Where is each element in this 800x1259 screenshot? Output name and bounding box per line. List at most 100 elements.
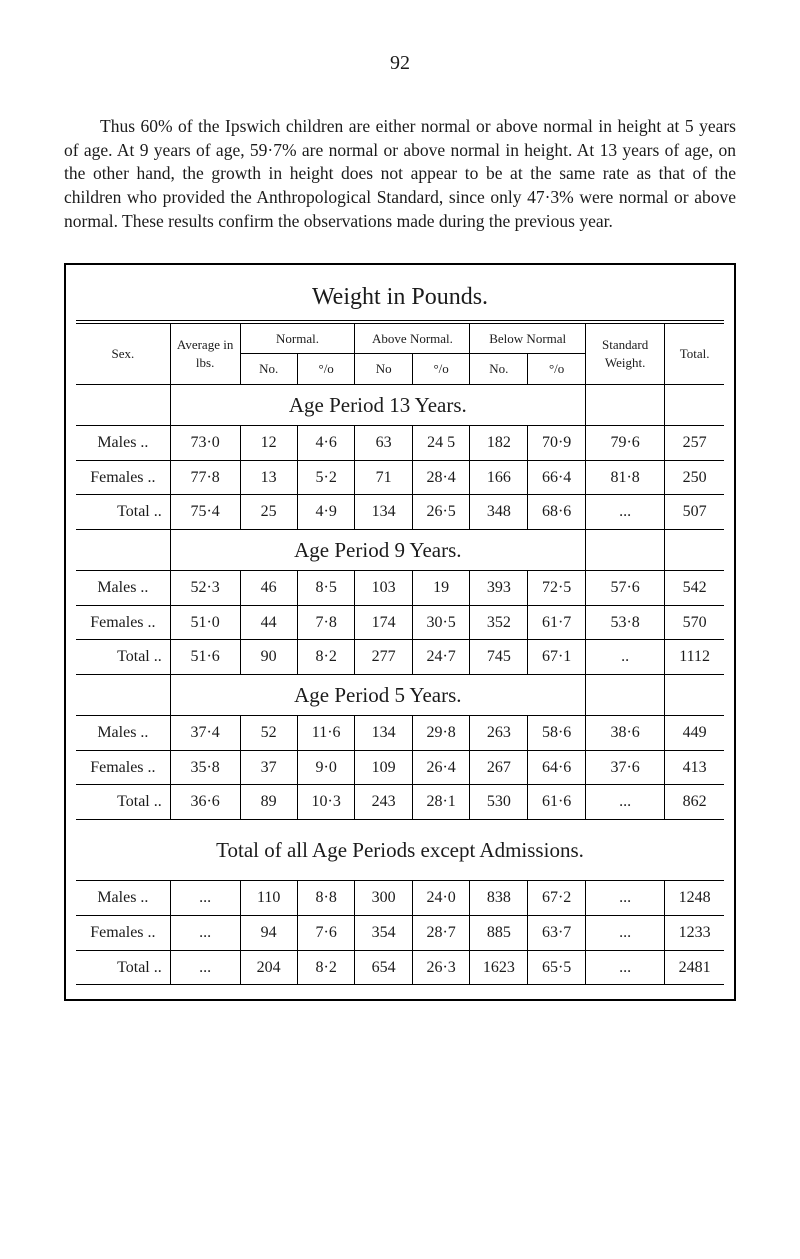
cell-sex: Total .. — [76, 785, 170, 820]
cell: 110 — [240, 881, 297, 916]
cell-tot: 542 — [665, 571, 724, 606]
cell: 182 — [470, 425, 528, 460]
cell: 28·4 — [412, 460, 470, 495]
cell: 10·3 — [297, 785, 355, 820]
cell-sex: Males .. — [76, 571, 170, 606]
cell: 24·7 — [412, 640, 470, 675]
cell: 67·1 — [528, 640, 586, 675]
cell-sex: Females .. — [76, 915, 170, 950]
cell: 25 — [240, 495, 297, 530]
cell: 838 — [470, 881, 528, 916]
cell-avg: 52·3 — [170, 571, 240, 606]
cell: 94 — [240, 915, 297, 950]
cell-std: 81·8 — [585, 460, 664, 495]
cell-avg: ... — [170, 915, 240, 950]
cell-sex: Females .. — [76, 750, 170, 785]
table-title: Weight in Pounds. — [76, 275, 724, 320]
cell: 134 — [355, 716, 412, 751]
cell: 28·7 — [412, 915, 470, 950]
cell: 37 — [240, 750, 297, 785]
cell-std: ... — [585, 785, 664, 820]
section-spacer — [585, 529, 664, 570]
cell: 8·2 — [297, 950, 355, 985]
cell: 277 — [355, 640, 412, 675]
section-spacer — [585, 674, 664, 715]
cell: 204 — [240, 950, 297, 985]
table-row: Total .. ... 204 8·2 654 26·3 1623 65·5 … — [76, 950, 724, 985]
cell: 65·5 — [528, 950, 586, 985]
section-title: Age Period 5 Years. — [170, 674, 585, 715]
cell-avg: 75·4 — [170, 495, 240, 530]
section-spacer — [665, 529, 724, 570]
cell: 354 — [355, 915, 412, 950]
section-spacer — [665, 674, 724, 715]
cell-std: 79·6 — [585, 425, 664, 460]
cell: 5·2 — [297, 460, 355, 495]
cell: 8·8 — [297, 881, 355, 916]
col-standard: Standard Weight. — [585, 323, 664, 384]
cell: 30·5 — [412, 605, 470, 640]
cell: 267 — [470, 750, 528, 785]
cell-std: 37·6 — [585, 750, 664, 785]
cell-avg: 73·0 — [170, 425, 240, 460]
grand-total-title: Total of all Age Periods except Admissio… — [76, 819, 724, 880]
cell-tot: 413 — [665, 750, 724, 785]
cell: 885 — [470, 915, 528, 950]
cell: 654 — [355, 950, 412, 985]
cell-sex: Females .. — [76, 460, 170, 495]
cell: 109 — [355, 750, 412, 785]
cell-tot: 257 — [665, 425, 724, 460]
cell: 24 5 — [412, 425, 470, 460]
cell: 46 — [240, 571, 297, 606]
page-number: 92 — [64, 50, 736, 77]
cell: 530 — [470, 785, 528, 820]
cell: 61·7 — [528, 605, 586, 640]
col-normal-no: No. — [240, 354, 297, 385]
section-spacer — [76, 674, 170, 715]
cell: 348 — [470, 495, 528, 530]
table-row: Males .. 73·0 12 4·6 63 24 5 182 70·9 79… — [76, 425, 724, 460]
table-row: Males .. ... 110 8·8 300 24·0 838 67·2 .… — [76, 881, 724, 916]
cell: 72·5 — [528, 571, 586, 606]
cell-sex: Males .. — [76, 881, 170, 916]
cell: 13 — [240, 460, 297, 495]
table-row: Total .. 51·6 90 8·2 277 24·7 745 67·1 .… — [76, 640, 724, 675]
cell: 63 — [355, 425, 412, 460]
cell: 166 — [470, 460, 528, 495]
cell-tot: 449 — [665, 716, 724, 751]
cell-avg: 77·8 — [170, 460, 240, 495]
cell: 68·6 — [528, 495, 586, 530]
col-below-no: No. — [470, 354, 528, 385]
cell: 11·6 — [297, 716, 355, 751]
col-above-pct: °/o — [412, 354, 470, 385]
section-spacer — [665, 384, 724, 425]
col-normal: Normal. — [240, 323, 355, 354]
table-row: Females .. 77·8 13 5·2 71 28·4 166 66·4 … — [76, 460, 724, 495]
cell: 63·7 — [528, 915, 586, 950]
cell-tot: 570 — [665, 605, 724, 640]
cell: 70·9 — [528, 425, 586, 460]
cell: 19 — [412, 571, 470, 606]
cell-sex: Males .. — [76, 716, 170, 751]
cell-avg: 51·0 — [170, 605, 240, 640]
table-row: Males .. 37·4 52 11·6 134 29·8 263 58·6 … — [76, 716, 724, 751]
cell: 58·6 — [528, 716, 586, 751]
table-row: Total .. 36·6 89 10·3 243 28·1 530 61·6 … — [76, 785, 724, 820]
cell-std: ... — [585, 950, 664, 985]
cell: 7·8 — [297, 605, 355, 640]
cell-tot: 862 — [665, 785, 724, 820]
cell-tot: 2481 — [665, 950, 724, 985]
cell: 61·6 — [528, 785, 586, 820]
cell-avg: ... — [170, 881, 240, 916]
cell: 7·6 — [297, 915, 355, 950]
cell: 89 — [240, 785, 297, 820]
cell: 26·5 — [412, 495, 470, 530]
section-title: Age Period 9 Years. — [170, 529, 585, 570]
section-title: Age Period 13 Years. — [170, 384, 585, 425]
cell-std: ... — [585, 495, 664, 530]
cell: 29·8 — [412, 716, 470, 751]
cell: 263 — [470, 716, 528, 751]
col-sex: Sex. — [76, 323, 170, 384]
table-row: Females .. ... 94 7·6 354 28·7 885 63·7 … — [76, 915, 724, 950]
cell: 8·2 — [297, 640, 355, 675]
